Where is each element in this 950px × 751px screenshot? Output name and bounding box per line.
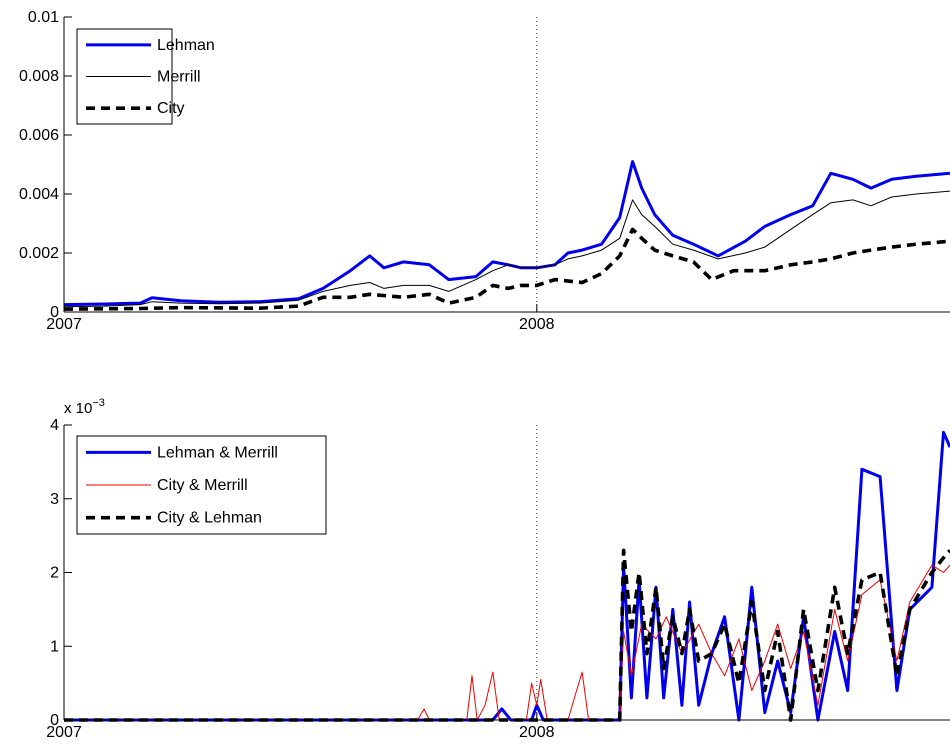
legend-label: Lehman xyxy=(157,37,215,54)
y-exponent-label: x 10−3 xyxy=(64,397,105,417)
y-exponent-power: −3 xyxy=(92,397,105,409)
x-tick-label: 2007 xyxy=(46,316,82,333)
legend-label: City & Lehman xyxy=(157,510,262,527)
legend-label: Lehman & Merrill xyxy=(157,444,278,461)
y-tick-label: 4 xyxy=(50,417,59,434)
x-tick-label: 2008 xyxy=(519,316,555,333)
y-tick-label: 0.008 xyxy=(19,68,59,85)
chart-bank-risk: 0 0.002 0.004 0.006 0.008 0.01 2007 2008 Lehman M… xyxy=(19,9,950,333)
series-group xyxy=(64,430,950,722)
legend-label: City & Merrill xyxy=(157,477,248,494)
y-tick-label: 0 xyxy=(50,304,59,321)
y-tick-label: 0.006 xyxy=(19,127,59,144)
series-line-city xyxy=(64,227,950,311)
x-tick-label: 2008 xyxy=(519,724,555,741)
y-tick-label: 0.01 xyxy=(28,9,59,26)
legend-label: Merrill xyxy=(157,69,201,86)
y-tick-label: 0.004 xyxy=(19,186,59,203)
y-exponent-base: x 10 xyxy=(64,400,92,417)
y-tick-label: 1 xyxy=(50,638,59,655)
y-tick-label: 0 xyxy=(50,712,59,729)
x-tick-label: 2007 xyxy=(46,724,82,741)
series-line-merrill xyxy=(64,190,950,308)
y-tick-label: 3 xyxy=(50,491,59,508)
series-line-city-merrill xyxy=(64,564,950,721)
series-line-city-lehman xyxy=(64,548,950,722)
y-tick-label: 2 xyxy=(50,565,59,582)
series-group xyxy=(64,160,950,311)
series-line-lehman-merrill xyxy=(64,430,950,722)
chart-pairwise-risk: 0 1 2 3 4 2007 2008 x 10−3 Lehman & Merrill City … xyxy=(46,397,950,741)
legend-label: City xyxy=(157,100,185,117)
y-tick-label: 0.002 xyxy=(19,245,59,262)
series-line-lehman xyxy=(64,160,950,307)
